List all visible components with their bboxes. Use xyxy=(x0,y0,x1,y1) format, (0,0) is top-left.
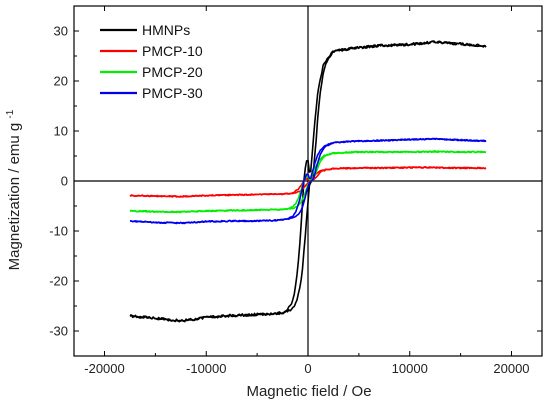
y-axis-title-main: Magnetization / emu g xyxy=(6,123,23,271)
x-axis-title: Magnetic field / Oe xyxy=(246,383,371,400)
legend-label-pmcp-10: PMCP-10 xyxy=(142,43,203,59)
y-tick-label: -30 xyxy=(49,324,68,339)
legend: HMNPs PMCP-10 PMCP-20 PMCP-30 xyxy=(100,22,203,101)
series-lines xyxy=(129,40,487,323)
zero-lines xyxy=(74,6,542,356)
y-tick-label: -10 xyxy=(49,224,68,239)
legend-label-hmnps: HMNPs xyxy=(142,22,190,38)
x-tick-label: 10000 xyxy=(392,361,428,376)
y-tick-label: -20 xyxy=(49,274,68,289)
y-tick-label: 30 xyxy=(54,24,68,39)
x-tick-label: 20000 xyxy=(493,361,529,376)
x-tick-label: 0 xyxy=(304,361,311,376)
legend-label-pmcp-20: PMCP-20 xyxy=(142,64,203,80)
y-axis-title: Magnetization / emu g -1 xyxy=(5,109,23,270)
y-tick-label: 20 xyxy=(54,74,68,89)
x-tick-label: -10000 xyxy=(186,361,226,376)
y-tick-label: 10 xyxy=(54,124,68,139)
axis-ticks: -20000 -10000 0 10000 20000 -30 -20 -10 0 10 20 30 xyxy=(49,6,542,376)
series-line-hmnps-descending xyxy=(129,40,487,323)
series-line-pmcp-30-descending xyxy=(129,137,487,225)
x-tick-label: -20000 xyxy=(84,361,124,376)
y-axis-title-superscript: -1 xyxy=(5,109,16,118)
legend-label-pmcp-30: PMCP-30 xyxy=(142,85,203,101)
y-tick-label: 0 xyxy=(61,174,68,189)
